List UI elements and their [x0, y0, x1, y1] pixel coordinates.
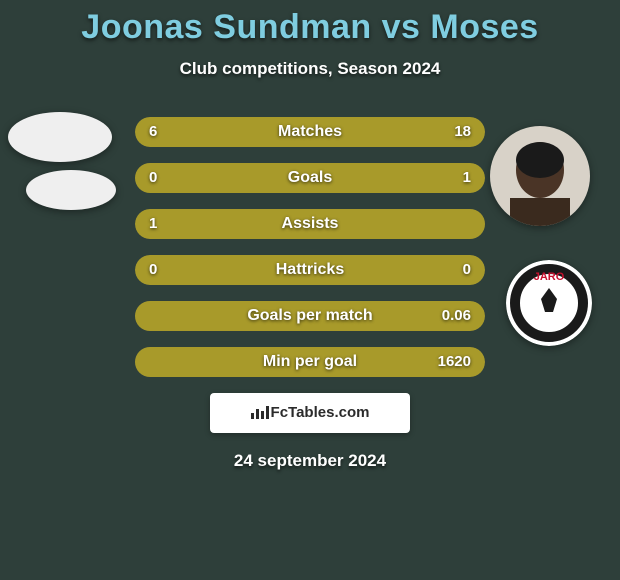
subtitle: Club competitions, Season 2024: [0, 59, 620, 79]
stat-label: Assists: [135, 209, 485, 239]
stat-label: Goals: [135, 163, 485, 193]
stat-label: Min per goal: [135, 347, 485, 377]
stat-value-right: 0: [463, 255, 471, 285]
footer-text: FcTables.com: [271, 404, 370, 421]
player2-avatar: [490, 126, 590, 226]
page-title: Joonas Sundman vs Moses: [0, 8, 620, 47]
stat-row: 1Assists: [135, 209, 485, 239]
svg-text:JARO: JARO: [534, 271, 565, 283]
stat-row: 6Matches18: [135, 117, 485, 147]
stat-label: Hattricks: [135, 255, 485, 285]
stat-row: 0Hattricks0: [135, 255, 485, 285]
stats-container: 6Matches180Goals11Assists0Hattricks0Goal…: [135, 117, 485, 377]
club-badge-svg: JARO: [506, 260, 592, 346]
club-badge: JARO: [506, 260, 592, 346]
stat-row: Min per goal1620: [135, 347, 485, 377]
stat-label: Matches: [135, 117, 485, 147]
footer-link[interactable]: FcTables.com: [210, 393, 410, 433]
stat-value-right: 1: [463, 163, 471, 193]
stat-label: Goals per match: [135, 301, 485, 331]
content: Joonas Sundman vs Moses Club competition…: [0, 0, 620, 580]
date-text: 24 september 2024: [0, 451, 620, 471]
player1-avatar-bottom: [26, 170, 116, 210]
stat-value-right: 1620: [438, 347, 471, 377]
stat-value-right: 0.06: [442, 301, 471, 331]
player1-avatar-top: [8, 112, 112, 162]
chart-icon: [251, 405, 269, 419]
player2-avatar-svg: [490, 126, 590, 226]
stat-row: Goals per match0.06: [135, 301, 485, 331]
stat-value-right: 18: [454, 117, 471, 147]
stat-row: 0Goals1: [135, 163, 485, 193]
